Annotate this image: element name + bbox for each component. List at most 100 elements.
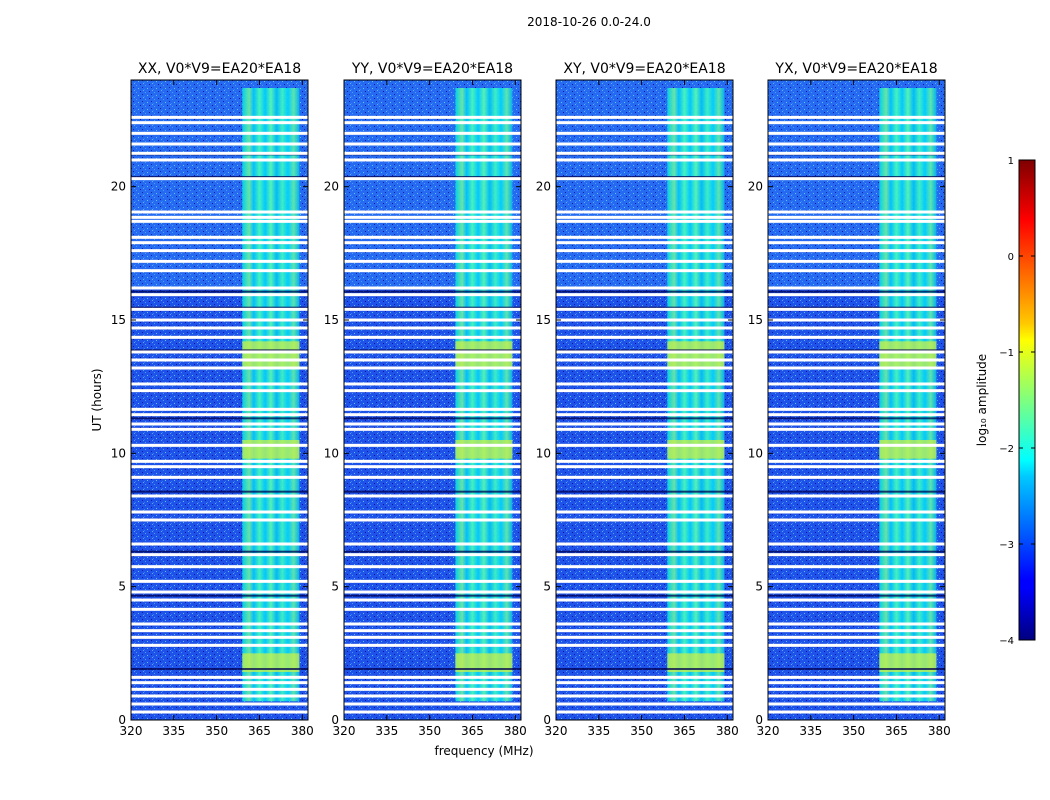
flagged-row: [556, 366, 733, 370]
flagged-row: [131, 382, 308, 386]
flagged-row: [768, 687, 945, 691]
flagged-row: [768, 219, 945, 223]
dark-row: [344, 306, 521, 309]
dark-row: [768, 490, 945, 493]
colorbar-tick-label: −4: [999, 636, 1014, 647]
flagged-row: [344, 675, 521, 679]
flagged-row: [556, 413, 733, 417]
flagged-row: [556, 358, 733, 362]
x-tick-label: 320: [545, 724, 568, 738]
flagged-row: [344, 121, 521, 125]
flagged-row: [768, 142, 945, 146]
flagged-row: [556, 307, 733, 311]
flagged-row: [131, 235, 308, 239]
rfi-bright-region: [455, 653, 513, 672]
flagged-row: [768, 459, 945, 463]
x-tick-label: 320: [333, 724, 356, 738]
flagged-row: [131, 219, 308, 223]
flagged-row: [344, 465, 521, 469]
flagged-row: [131, 259, 308, 263]
dark-row: [131, 306, 308, 309]
y-tick-label: 5: [543, 580, 551, 594]
flagged-row: [131, 565, 308, 569]
flagged-row: [131, 443, 308, 447]
rfi-bright-region: [455, 440, 513, 459]
flagged-row: [556, 675, 733, 679]
flagged-row: [768, 293, 945, 297]
y-tick-label: 0: [331, 713, 339, 727]
dark-row: [556, 306, 733, 309]
dark-row: [131, 490, 308, 493]
flagged-row: [768, 382, 945, 386]
panel-frame: [555, 79, 734, 721]
x-tick-label: 350: [842, 724, 865, 738]
panel-yy: YY, V0*V9=EA20*EA18 320 335 350 365 380 0 5 10 15…: [324, 61, 527, 738]
flagged-row: [131, 210, 308, 214]
colorbar-tick-label: −2: [999, 444, 1014, 455]
flagged-row: [131, 131, 308, 135]
dark-row: [131, 290, 308, 293]
colorbar-gradient: [1018, 159, 1036, 641]
flagged-row: [556, 694, 733, 698]
x-tick-label: 365: [248, 724, 271, 738]
flagged-row: [556, 465, 733, 469]
dark-row: [556, 594, 733, 597]
flagged-row: [556, 326, 733, 330]
flagged-row: [768, 542, 945, 546]
flagged-row: [556, 629, 733, 633]
flagged-row: [556, 158, 733, 162]
flagged-row: [768, 358, 945, 362]
flagged-row: [556, 681, 733, 685]
flagged-row: [556, 702, 733, 706]
x-tick-label: 365: [673, 724, 696, 738]
flagged-row: [344, 307, 521, 311]
flagged-row: [131, 286, 308, 290]
flagged-row: [131, 675, 308, 679]
flagged-row: [344, 358, 521, 362]
flagged-row: [768, 366, 945, 370]
x-tick-label: 335: [799, 724, 822, 738]
flagged-row: [131, 407, 308, 411]
flagged-row: [556, 269, 733, 273]
flagged-row: [556, 335, 733, 339]
flagged-row: [768, 510, 945, 514]
y-tick-label: 15: [748, 313, 763, 327]
dark-row: [556, 176, 733, 178]
flagged-row: [556, 475, 733, 479]
flagged-row: [768, 350, 945, 354]
flagged-row: [556, 219, 733, 223]
flagged-row: [768, 241, 945, 245]
dark-row: [131, 176, 308, 178]
y-tick-label: 5: [331, 580, 339, 594]
dark-row: [768, 290, 945, 293]
y-tick-label: 0: [543, 713, 551, 727]
flagged-row: [556, 215, 733, 219]
rfi-bright-region: [242, 440, 300, 459]
flagged-row: [131, 335, 308, 339]
colorbar-tick-label: −1: [999, 348, 1014, 359]
panel-title: XY, V0*V9=EA20*EA18: [563, 61, 725, 77]
y-tick-label: 15: [324, 313, 339, 327]
flagged-row: [344, 681, 521, 685]
flagged-row: [344, 326, 521, 330]
flagged-row: [556, 142, 733, 146]
dark-row: [344, 668, 521, 670]
flagged-row: [556, 350, 733, 354]
flagged-row: [344, 542, 521, 546]
flagged-row: [768, 177, 945, 181]
flagged-row: [768, 307, 945, 311]
flagged-row: [344, 318, 521, 322]
flagged-row: [768, 318, 945, 322]
flagged-row: [556, 459, 733, 463]
flagged-row: [768, 629, 945, 633]
flagged-row: [131, 358, 308, 362]
flagged-row: [556, 510, 733, 514]
flagged-row: [344, 249, 521, 253]
flagged-row: [131, 366, 308, 370]
colorbar-tick-label: −3: [999, 540, 1014, 551]
dark-row: [344, 290, 521, 293]
flagged-row: [556, 635, 733, 639]
panels: XX, V0*V9=EA20*EA18 320 335 350 365 380 0 5 10 15…: [111, 61, 951, 738]
x-tick-label: 335: [162, 724, 185, 738]
flagged-row: [344, 407, 521, 411]
